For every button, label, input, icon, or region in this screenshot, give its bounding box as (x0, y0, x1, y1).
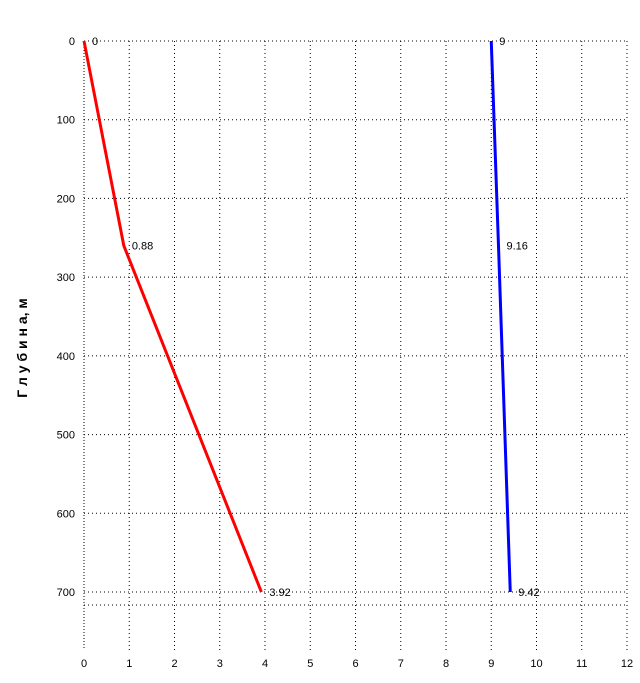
y-axis-label: Г л у б и н а, м (14, 298, 30, 398)
x-tick-6: 6 (352, 658, 358, 670)
x-tick-2: 2 (171, 658, 177, 670)
series-2-line (489, 40, 512, 593)
x-tick-4: 4 (262, 658, 268, 670)
x-tick-labels: 0 1 2 3 4 5 6 7 8 9 10 11 12 (81, 658, 633, 670)
x-tick-3: 3 (217, 658, 223, 670)
data-label-s1-p2: 0.88 (132, 241, 153, 253)
x-tick-7: 7 (398, 658, 404, 670)
x-tick-12: 12 (621, 658, 633, 670)
x-tick-10: 10 (530, 658, 542, 670)
data-label-s2-p2: 9.16 (506, 241, 527, 253)
data-label-s2-p1: 9 (499, 36, 505, 48)
y-tick-600: 600 (57, 508, 75, 520)
series-1-line (82, 40, 263, 593)
series-lines (82, 40, 512, 593)
data-label-s1-p1: 0 (92, 36, 98, 48)
x-tick-8: 8 (443, 658, 449, 670)
y-tick-0: 0 (69, 36, 75, 48)
y-tick-700: 700 (57, 587, 75, 599)
y-tick-500: 500 (57, 430, 75, 442)
y-tick-100: 100 (57, 115, 75, 127)
grid-lines (84, 40, 628, 650)
y-tick-300: 300 (57, 272, 75, 284)
x-tick-1: 1 (126, 658, 132, 670)
x-tick-5: 5 (307, 658, 313, 670)
y-tick-400: 400 (57, 351, 75, 363)
y-tick-labels: 0 100 200 300 400 500 600 700 (57, 36, 75, 599)
x-tick-11: 11 (576, 658, 587, 670)
x-tick-0: 0 (81, 658, 87, 670)
data-labels: 0 0.88 3.92 9 9.16 9.42 (92, 36, 540, 599)
y-tick-200: 200 (57, 193, 75, 205)
data-label-s1-p3: 3.92 (269, 587, 290, 599)
data-label-s2-p3: 9.42 (518, 587, 539, 599)
x-tick-9: 9 (488, 658, 494, 670)
